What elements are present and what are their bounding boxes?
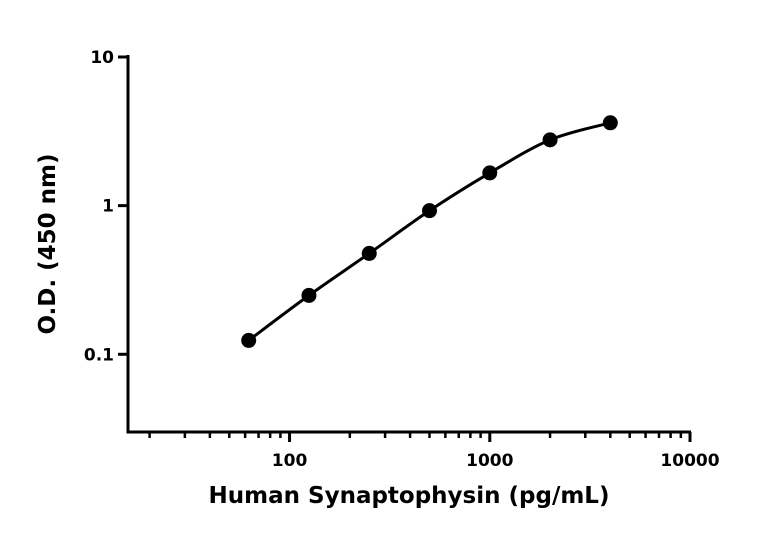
point bbox=[542, 132, 558, 148]
y-tick-label: 1 bbox=[102, 197, 114, 217]
fit-curve bbox=[247, 121, 611, 342]
x-tick-label: 10000 bbox=[660, 451, 719, 471]
y-axis-title: O.D. (450 nm) bbox=[35, 153, 61, 334]
y-tick-label: 0.1 bbox=[84, 345, 114, 365]
point bbox=[422, 203, 438, 219]
x-tick-label: 1000 bbox=[466, 451, 513, 471]
point bbox=[361, 245, 377, 261]
x-tick-label: 100 bbox=[272, 451, 308, 471]
y-tick-label: 10 bbox=[90, 48, 114, 68]
point bbox=[241, 332, 257, 348]
x-axis-title: Human Synaptophysin (pg/mL) bbox=[209, 483, 610, 509]
point bbox=[482, 165, 498, 181]
point bbox=[602, 115, 618, 131]
point bbox=[301, 287, 317, 303]
